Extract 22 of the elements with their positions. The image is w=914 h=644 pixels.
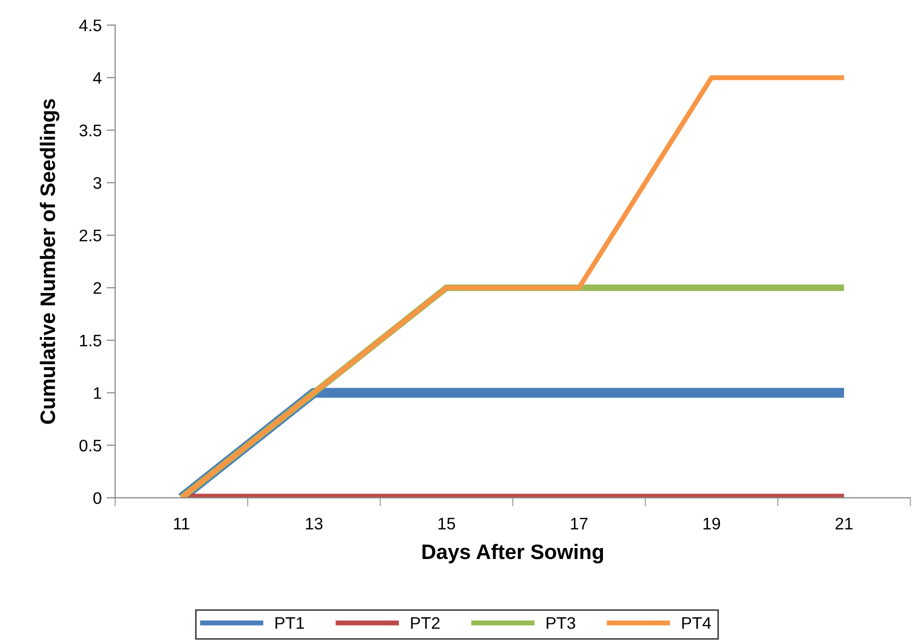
x-tick-label: 13 — [306, 518, 322, 530]
y-axis-title: Cumulative Number of Seedlings — [40, 99, 60, 424]
y-tick-label: 2 — [94, 282, 102, 294]
x-tick-label: 21 — [836, 518, 853, 530]
y-tick-label: 1.5 — [80, 334, 102, 346]
legend-label: PT3 — [546, 617, 576, 629]
x-tick-label: 17 — [571, 518, 588, 530]
x-tick-label: 19 — [704, 518, 720, 530]
y-tick-label: 2.5 — [80, 230, 102, 242]
x-axis-title: Days After Sowing — [422, 544, 604, 564]
y-tick-label: 3.5 — [79, 124, 102, 136]
y-tick-label: 3 — [93, 177, 102, 189]
legend-label: PT2 — [411, 617, 440, 629]
y-tick-label: 0 — [93, 492, 102, 504]
x-tick-label: 15 — [438, 518, 456, 530]
y-tick-label: 0.5 — [79, 440, 102, 452]
legend-label: PT1 — [276, 617, 304, 629]
legend-label: PT4 — [682, 617, 711, 629]
y-tick-label: 1 — [94, 387, 102, 399]
x-tick-label: 11 — [174, 518, 190, 530]
y-tick-label: 4.5 — [79, 20, 102, 32]
y-tick-label: 4 — [93, 72, 102, 84]
